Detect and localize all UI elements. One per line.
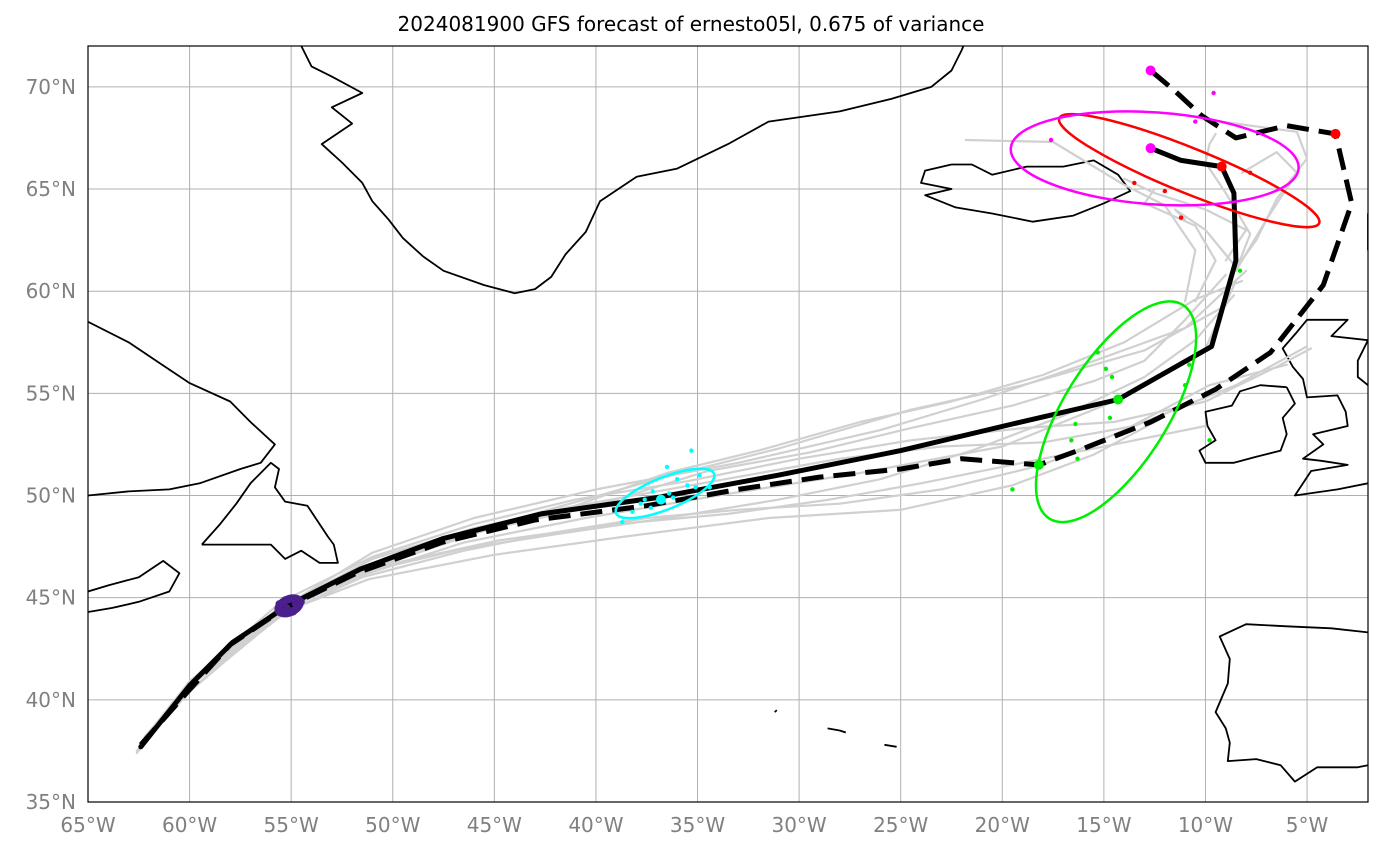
uncertainty-ellipse-t1 [614, 467, 716, 520]
mean-point-t3 [1330, 128, 1341, 139]
y-tick-labels: 35°N 40°N 45°N 50°N 55°N 60°N 65°N 70°N [26, 75, 76, 814]
ensemble-track [1143, 187, 1217, 303]
member-point-t1 [693, 485, 698, 490]
coastline-azores2 [827, 727, 847, 734]
member-point-t2 [1073, 421, 1078, 427]
coastline-nova-scotia [88, 560, 181, 613]
center-point-t1 [655, 494, 666, 505]
member-point-t4 [1048, 137, 1054, 143]
y-tick-label: 45°N [26, 586, 76, 610]
deterministic-point-t3 [1216, 161, 1227, 172]
x-tick-label: 50°W [365, 813, 420, 837]
uncertainty-ellipse-t2 [1034, 300, 1198, 524]
chart-title: 2024081900 GFS forecast of ernesto05l, 0… [397, 12, 985, 36]
member-point-t1 [642, 497, 647, 502]
member-point-t1 [638, 501, 643, 506]
member-point-t1 [648, 505, 653, 510]
member-point-t1 [650, 489, 656, 494]
member-point-t2 [1237, 268, 1243, 273]
gridlines [87, 46, 1368, 803]
member-point-t2 [1069, 438, 1074, 443]
ensemble-track [1123, 177, 1248, 262]
y-tick-label: 65°N [26, 177, 76, 201]
y-tick-label: 40°N [26, 688, 76, 712]
member-point-t4 [1193, 119, 1198, 124]
member-point-t3 [1178, 215, 1184, 220]
member-point-t1 [620, 519, 625, 525]
plot-frame [87, 45, 1369, 803]
y-tick-label: 60°N [26, 279, 76, 303]
member-point-t1 [685, 483, 690, 488]
member-point-t2 [1107, 415, 1113, 421]
x-tick-label: 35°W [670, 813, 725, 837]
member-point-t4 [1211, 90, 1216, 96]
mean-point-t4 [1145, 65, 1156, 76]
ensemble-track [1173, 208, 1236, 266]
coastline-iberia [1214, 623, 1368, 783]
coastline-azores [774, 709, 778, 713]
x-tick-label: 5°W [1286, 813, 1329, 837]
deterministic-point-t4 [1145, 143, 1156, 154]
coastline-labrador [88, 320, 276, 497]
x-tick-label: 60°W [162, 813, 217, 837]
x-tick-label: 65°W [60, 813, 115, 837]
member-point-t1 [689, 448, 694, 453]
x-tick-label: 55°W [264, 813, 319, 837]
x-tick-labels: 65°W 60°W 55°W 50°W 45°W 40°W 35°W 30°W 25°W 20°W… [60, 813, 1328, 837]
member-point-t1 [664, 464, 670, 470]
member-point-t2 [1010, 487, 1015, 492]
coastlines [88, 46, 1368, 783]
uncertainty-ellipse-t0 [280, 599, 299, 613]
coastline-azores3 [884, 743, 897, 748]
member-point-t2 [1109, 374, 1115, 380]
plot-background [88, 46, 1368, 802]
y-tick-label: 70°N [26, 75, 76, 99]
member-point-t3 [1162, 188, 1168, 194]
x-tick-label: 25°W [873, 813, 928, 837]
coastline-newfoundland [201, 461, 339, 564]
coastline-ireland [1198, 384, 1296, 464]
y-tick-label: 55°N [26, 381, 76, 405]
coastline-great-britain [1281, 318, 1368, 497]
mean-point-t2 [1033, 459, 1044, 470]
x-tick-label: 30°W [771, 813, 826, 837]
uncertainty-markers [274, 65, 1341, 618]
member-point-t1 [630, 509, 635, 515]
deterministic-point-t2 [1113, 394, 1124, 405]
ensemble-track [1204, 132, 1252, 272]
member-point-t1 [666, 491, 672, 496]
x-tick-label: 40°W [568, 813, 623, 837]
member-point-t2 [1187, 362, 1192, 367]
y-tick-label: 50°N [26, 484, 76, 508]
ensemble-track [964, 138, 1197, 303]
member-point-t3 [1132, 180, 1137, 186]
y-tick-label: 35°N [26, 790, 76, 814]
member-point-t1 [675, 476, 680, 482]
x-tick-label: 10°W [1178, 813, 1233, 837]
ensemble-track [139, 347, 1313, 744]
member-point-t2 [1075, 456, 1080, 461]
x-tick-label: 45°W [467, 813, 522, 837]
x-tick-label: 15°W [1076, 813, 1131, 837]
x-tick-label: 20°W [975, 813, 1030, 837]
member-point-t1 [670, 495, 676, 500]
member-point-t2 [1103, 366, 1109, 372]
member-point-t2 [1207, 438, 1212, 443]
member-point-t1 [697, 472, 702, 478]
coastline-greenland [300, 46, 965, 295]
uncertainty-ellipse-t4 [1009, 110, 1300, 207]
